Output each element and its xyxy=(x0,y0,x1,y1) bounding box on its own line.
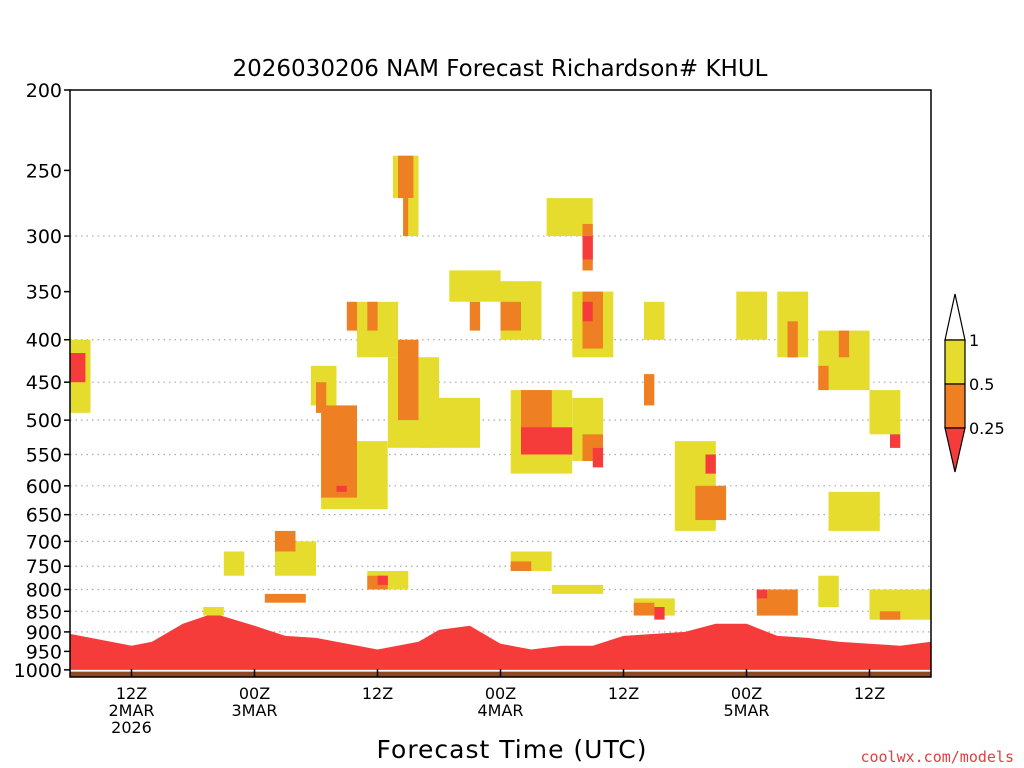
y-tick-label: 350 xyxy=(26,282,62,304)
y-tick-label: 750 xyxy=(26,556,62,578)
region-orange xyxy=(818,365,829,391)
x-axis-label: Forecast Time (UTC) xyxy=(377,735,648,764)
x-tick-label: 12Z xyxy=(854,684,885,703)
y-tick-label: 950 xyxy=(26,641,62,663)
x-tick-label: 00Z xyxy=(239,684,270,703)
region-red xyxy=(705,454,716,474)
plot-area xyxy=(69,89,932,678)
region-red xyxy=(377,575,388,585)
region-yellow xyxy=(418,397,480,448)
region-yellow xyxy=(223,551,245,576)
x-tick-label: 12Z xyxy=(116,684,147,703)
y-tick-label: 250 xyxy=(26,160,62,182)
region-orange xyxy=(469,301,481,331)
y-tick-label: 800 xyxy=(26,579,62,601)
y-tick-label: 900 xyxy=(26,622,62,644)
region-red xyxy=(582,236,593,260)
region-orange xyxy=(787,321,798,358)
y-tick-label: 650 xyxy=(26,505,62,527)
x-tick-label: 12Z xyxy=(362,684,393,703)
region-yellow xyxy=(736,291,768,340)
region-red xyxy=(890,434,901,448)
region-red xyxy=(592,447,604,468)
region-orange xyxy=(633,602,655,616)
legend-label: 1 xyxy=(969,331,979,350)
region-orange xyxy=(264,593,306,603)
legend-swatch-yellow xyxy=(944,339,966,385)
region-yellow xyxy=(551,584,604,594)
region-orange xyxy=(838,330,850,358)
credit-link[interactable]: coolwx.com/models xyxy=(860,748,1014,766)
y-tick-label: 1000 xyxy=(14,660,62,682)
y-tick-label: 400 xyxy=(26,330,62,352)
y-tick-label: 500 xyxy=(26,410,62,432)
legend-swatch-orange xyxy=(944,383,966,429)
y-tick-label: 300 xyxy=(26,226,62,248)
y-tick-label: 550 xyxy=(26,444,62,466)
region-red xyxy=(582,301,593,322)
y-tick-label: 600 xyxy=(26,476,62,498)
region-yellow xyxy=(203,607,224,616)
region-yellow xyxy=(818,575,839,607)
region-red xyxy=(521,427,573,455)
region-red xyxy=(654,607,665,620)
x-tick-label: 2026 xyxy=(111,718,152,737)
y-tick-label: 450 xyxy=(26,372,62,394)
region-yellow xyxy=(869,390,901,435)
y-tick-label: 700 xyxy=(26,531,62,553)
x-tick-label: 2MAR xyxy=(108,701,154,720)
legend: 1 0.5 0.25 xyxy=(944,293,1005,473)
y-tick-label: 850 xyxy=(26,601,62,623)
region-orange xyxy=(346,301,358,331)
region-yellow xyxy=(828,491,880,531)
region-yellow xyxy=(644,301,665,340)
x-tick-label: 4MAR xyxy=(477,701,523,720)
y-axis: 200 250 300 350 400 450 500 550 600 650 700 7508008… xyxy=(14,80,70,682)
legend-label: 0.25 xyxy=(969,419,1005,438)
x-tick-label: 00Z xyxy=(485,684,516,703)
x-tick-label: 5MAR xyxy=(723,701,769,720)
region-orange xyxy=(695,485,727,521)
region-orange xyxy=(398,155,414,199)
region-orange xyxy=(644,374,655,406)
chart-title: 2026030206 NAM Forecast Richardson# KHUL xyxy=(233,56,768,82)
region-orange xyxy=(879,611,901,620)
legend-bottom-arrow xyxy=(944,427,966,473)
region-red xyxy=(336,485,347,492)
region-yellow xyxy=(449,270,501,302)
legend-label: 0.5 xyxy=(969,375,994,394)
region-orange xyxy=(321,405,357,498)
legend-top-arrow xyxy=(944,293,966,341)
region-orange xyxy=(367,301,378,331)
x-tick-label: 00Z xyxy=(731,684,762,703)
region-red xyxy=(70,353,86,383)
region-orange xyxy=(275,530,296,552)
region-orange xyxy=(398,339,419,421)
region-orange xyxy=(316,382,327,413)
near-surface-red-layer xyxy=(70,613,931,670)
region-orange xyxy=(403,198,409,237)
y-tick-label: 200 xyxy=(26,80,62,102)
region-red xyxy=(756,589,768,599)
region-orange xyxy=(500,301,521,331)
x-tick-label: 12Z xyxy=(608,684,639,703)
region-orange xyxy=(510,561,532,571)
x-tick-label: 3MAR xyxy=(231,701,277,720)
